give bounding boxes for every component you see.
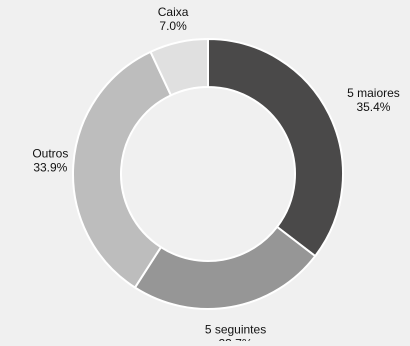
- slice-label-value: 33.9%: [33, 160, 67, 174]
- slice-label-5-seguintes: 5 seguintes23.7%: [205, 323, 266, 341]
- slice-label-caixa: Caixa 7.0%: [158, 5, 189, 33]
- slice-label-name: 5 seguintes: [205, 323, 266, 337]
- slice-label-value: 35.4%: [356, 100, 390, 114]
- donut-slice-caixa: [149, 38, 209, 97]
- slice-label-outros: Outros 33.9%: [32, 146, 68, 174]
- donut-slice-5-maiores: [207, 38, 344, 258]
- donut-slices: [72, 38, 344, 310]
- slice-label-name: Caixa: [158, 5, 189, 19]
- slice-label-name: Outros: [32, 146, 68, 160]
- slice-label-name: 5 maiores: [347, 86, 400, 100]
- slice-label-value: 23.7%: [218, 337, 252, 341]
- donut-slice-outros: [72, 50, 172, 289]
- slice-label-5-maiores: 5 maiores 35.4%: [347, 86, 400, 114]
- donut-slice-5-seguintes: [133, 225, 317, 310]
- slice-label-value: 7.0%: [159, 19, 187, 33]
